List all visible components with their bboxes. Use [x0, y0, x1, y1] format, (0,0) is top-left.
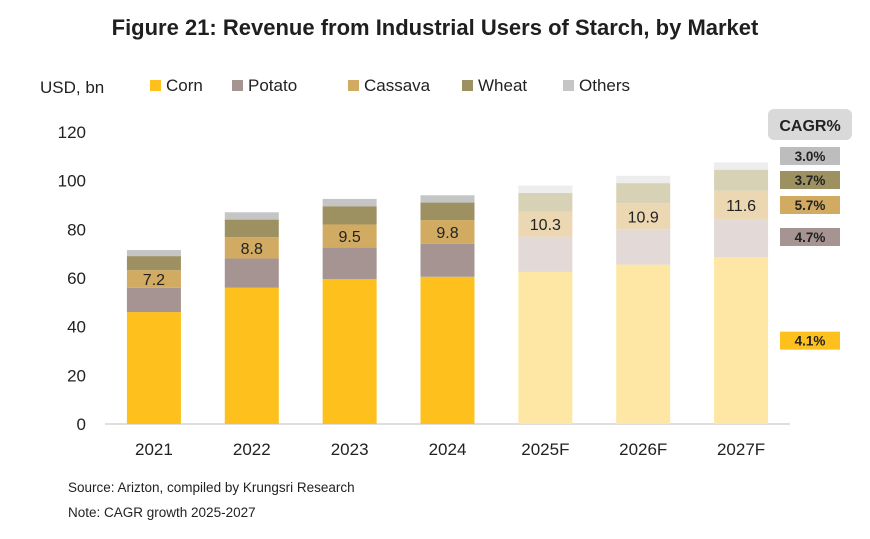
- legend-swatch-wheat: [462, 80, 473, 91]
- data-label-cassava: 8.8: [241, 241, 263, 258]
- legend-label-cassava: Cassava: [364, 76, 431, 95]
- bar-others-2025f: [518, 185, 573, 193]
- data-label-cassava: 9.8: [436, 225, 458, 242]
- legend-swatch-corn: [150, 80, 161, 91]
- legend-label-corn: Corn: [166, 76, 203, 95]
- bar-wheat-2026f: [616, 183, 671, 204]
- cagr-badge-wheat: [780, 171, 840, 189]
- bar-wheat-2024: [420, 202, 475, 221]
- data-label-cassava: 11.6: [726, 198, 756, 215]
- x-tick-label: 2021: [135, 440, 173, 459]
- legend-swatch-potato: [232, 80, 243, 91]
- bar-potato-2023: [322, 247, 377, 280]
- bar-potato-2026f: [616, 229, 671, 265]
- bar-corn-2027f: [714, 257, 769, 424]
- bar-wheat-2027f: [714, 169, 769, 191]
- bar-others-2023: [322, 198, 377, 207]
- cagr-value-cassava: 5.7%: [795, 198, 826, 213]
- y-tick-label: 0: [77, 415, 86, 434]
- cagr-value-others: 3.0%: [795, 149, 826, 164]
- data-label-cassava: 10.9: [628, 210, 659, 227]
- bar-corn-2021: [126, 312, 181, 424]
- y-tick-label: 120: [58, 123, 86, 142]
- bar-potato-2027f: [714, 218, 769, 258]
- bar-cassava-2021: [126, 270, 181, 288]
- bar-cassava-2025f: [518, 211, 573, 237]
- cagr-value-potato: 4.7%: [795, 230, 826, 245]
- cagr-badge-cassava: [780, 196, 840, 214]
- y-tick-label: 80: [67, 220, 86, 239]
- y-tick-label: 60: [67, 269, 86, 288]
- y-tick-label: 40: [67, 318, 86, 337]
- bar-cassava-2024: [420, 220, 475, 244]
- bar-potato-2024: [420, 243, 475, 277]
- bar-others-2021: [126, 250, 181, 257]
- x-tick-label: 2025F: [521, 440, 569, 459]
- bar-cassava-2022: [224, 237, 279, 259]
- chart-title: Figure 21: Revenue from Industrial Users…: [112, 15, 759, 40]
- legend-label-potato: Potato: [248, 76, 297, 95]
- source-note: Source: Arizton, compiled by Krungsri Re…: [68, 480, 355, 495]
- bar-cassava-2023: [322, 224, 377, 248]
- cagr-value-wheat: 3.7%: [795, 173, 826, 188]
- cagr-header-box: [768, 109, 852, 140]
- x-tick-label: 2022: [233, 440, 271, 459]
- bar-wheat-2021: [126, 256, 181, 271]
- bar-wheat-2022: [224, 219, 279, 238]
- bar-potato-2021: [126, 287, 181, 313]
- y-axis-label: USD, bn: [40, 78, 104, 97]
- cagr-badge-potato: [780, 228, 840, 246]
- bar-others-2026f: [616, 175, 671, 184]
- legend-swatch-cassava: [348, 80, 359, 91]
- bar-others-2027f: [714, 162, 769, 170]
- bar-corn-2026f: [616, 264, 671, 424]
- cagr-value-corn: 4.1%: [795, 334, 826, 349]
- stacked-bar-chart: Figure 21: Revenue from Industrial Users…: [40, 15, 852, 459]
- bar-potato-2025f: [518, 236, 573, 272]
- data-label-cassava: 10.3: [530, 217, 561, 234]
- bar-potato-2022: [224, 258, 279, 288]
- cagr-note: Note: CAGR growth 2025-2027: [68, 505, 256, 520]
- x-tick-label: 2026F: [619, 440, 667, 459]
- x-tick-label: 2027F: [717, 440, 765, 459]
- data-label-cassava: 7.2: [143, 272, 165, 289]
- cagr-header: CAGR%: [779, 118, 840, 135]
- legend-swatch-others: [563, 80, 574, 91]
- cagr-badge-corn: [780, 331, 840, 350]
- bar-corn-2022: [224, 287, 279, 424]
- legend-label-others: Others: [579, 76, 630, 95]
- bar-corn-2023: [322, 279, 377, 424]
- bar-corn-2025f: [518, 271, 573, 424]
- cagr-badge-others: [780, 147, 840, 165]
- x-tick-label: 2023: [331, 440, 369, 459]
- bar-cassava-2027f: [714, 190, 769, 219]
- x-tick-label: 2024: [429, 440, 467, 459]
- legend-label-wheat: Wheat: [478, 76, 527, 95]
- bar-cassava-2026f: [616, 203, 671, 230]
- y-tick-label: 100: [58, 172, 86, 191]
- bar-corn-2024: [420, 276, 475, 424]
- bar-wheat-2025f: [518, 192, 573, 212]
- y-tick-label: 20: [67, 366, 86, 385]
- data-label-cassava: 9.5: [339, 229, 361, 246]
- bar-others-2024: [420, 195, 475, 203]
- bar-others-2022: [224, 212, 279, 220]
- bar-wheat-2023: [322, 206, 377, 225]
